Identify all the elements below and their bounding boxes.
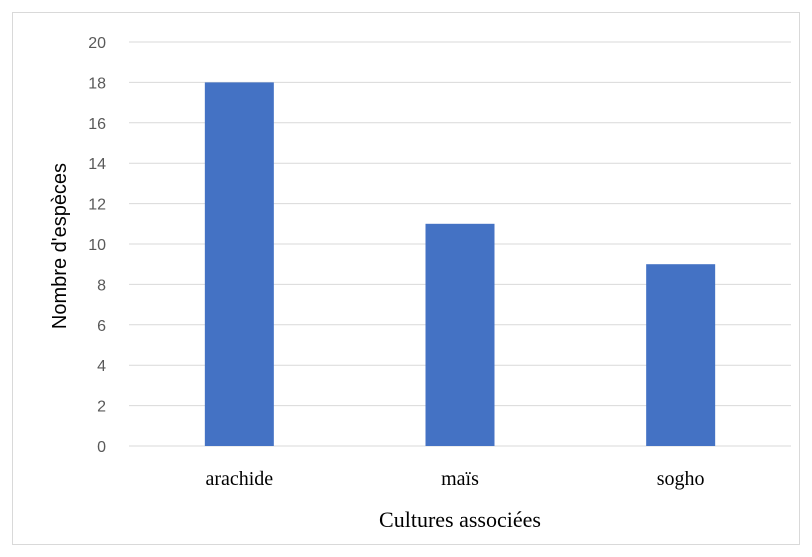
bars — [204, 82, 716, 447]
x-category-labels: arachide maïs sogho — [205, 468, 704, 490]
y-axis-title: Nombre d'espèces — [49, 163, 71, 329]
y-tick-label: 4 — [97, 358, 106, 375]
y-tick-label: 0 — [97, 439, 106, 456]
y-tick-label: 2 — [97, 399, 106, 416]
y-tick-label: 18 — [88, 75, 106, 92]
bar-sogho — [646, 264, 716, 446]
y-tick-labels: 0 2 4 6 8 10 12 14 16 18 20 — [88, 35, 106, 456]
y-tick-label: 20 — [88, 35, 106, 52]
y-tick-label: 14 — [88, 156, 106, 173]
y-tick-label: 6 — [97, 318, 106, 335]
y-tick-label: 16 — [88, 116, 106, 133]
bar-maïs — [425, 223, 495, 446]
x-axis-title: Cultures associées — [379, 507, 541, 532]
x-category-label: maïs — [441, 468, 479, 490]
y-tick-label: 8 — [97, 277, 106, 294]
bar-arachide — [204, 82, 274, 447]
y-tick-label: 12 — [88, 197, 106, 214]
x-category-label: sogho — [657, 468, 705, 490]
x-category-label: arachide — [205, 468, 273, 490]
y-tick-label: 10 — [88, 237, 106, 254]
